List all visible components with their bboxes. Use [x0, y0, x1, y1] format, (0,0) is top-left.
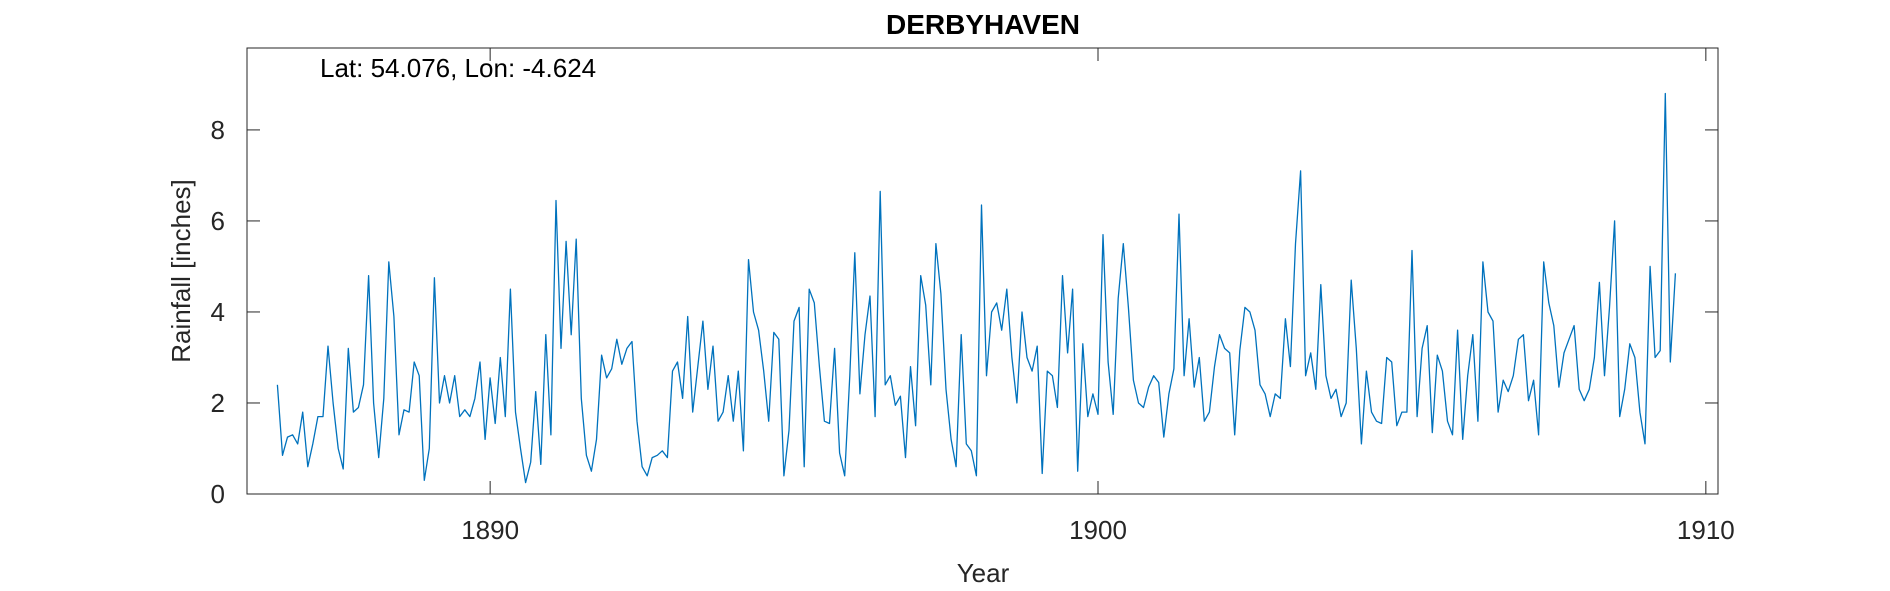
x-tick-label: 1900: [1069, 515, 1127, 545]
axis-ticks: [247, 48, 1718, 495]
y-tick-label: 0: [211, 479, 225, 509]
rainfall-series-line: [276, 92, 1677, 484]
y-tick-label: 4: [211, 297, 225, 327]
y-tick-label: 2: [211, 388, 225, 418]
x-tick-label: 1890: [461, 515, 519, 545]
station-coordinates-label: Lat: 54.076, Lon: -4.624: [320, 53, 596, 83]
x-axis-label: Year: [957, 558, 1010, 588]
y-tick-label: 8: [211, 115, 225, 145]
axis-tick-labels: 1890 1900 1910 0 2 4 6 8: [211, 115, 1735, 545]
plot-area: [246, 47, 1719, 495]
chart-title: DERBYHAVEN: [886, 9, 1080, 40]
x-tick-label: 1910: [1677, 515, 1735, 545]
y-tick-label: 6: [211, 206, 225, 236]
y-axis-label: Rainfall [inches]: [166, 179, 196, 363]
